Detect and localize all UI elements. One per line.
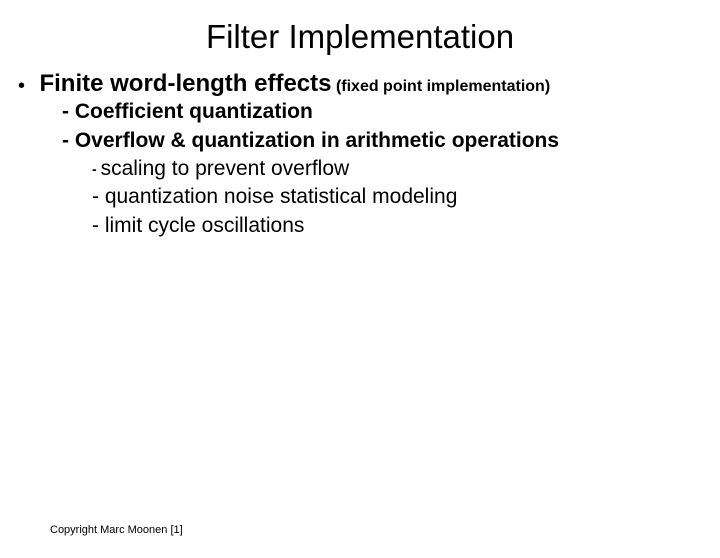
- main-bullet: • Finite word-length effects (fixed poin…: [18, 70, 720, 98]
- slide: Filter Implementation • Finite word-leng…: [0, 18, 720, 558]
- sub-item-1: - Coefficient quantization: [62, 98, 720, 126]
- copyright-text: Copyright Marc Moonen [1]: [50, 524, 183, 536]
- bullet-main-text: Finite word-length effects: [39, 70, 331, 97]
- sub-sub-text-1: scaling to prevent overflow: [101, 157, 350, 180]
- sub-sub-item-1: - scaling to prevent overflow: [92, 155, 720, 183]
- bullet-marker: •: [18, 75, 25, 98]
- sub-sub-item-2: - quantization noise statistical modelin…: [92, 183, 720, 211]
- slide-title: Filter Implementation: [0, 18, 720, 56]
- dash-icon: -: [92, 161, 101, 177]
- sub-item-2: - Overflow & quantization in arithmetic …: [62, 127, 720, 155]
- bullet-sub-text: (fixed point implementation): [336, 78, 550, 95]
- sub-sub-item-3: - limit cycle oscillations: [92, 212, 720, 240]
